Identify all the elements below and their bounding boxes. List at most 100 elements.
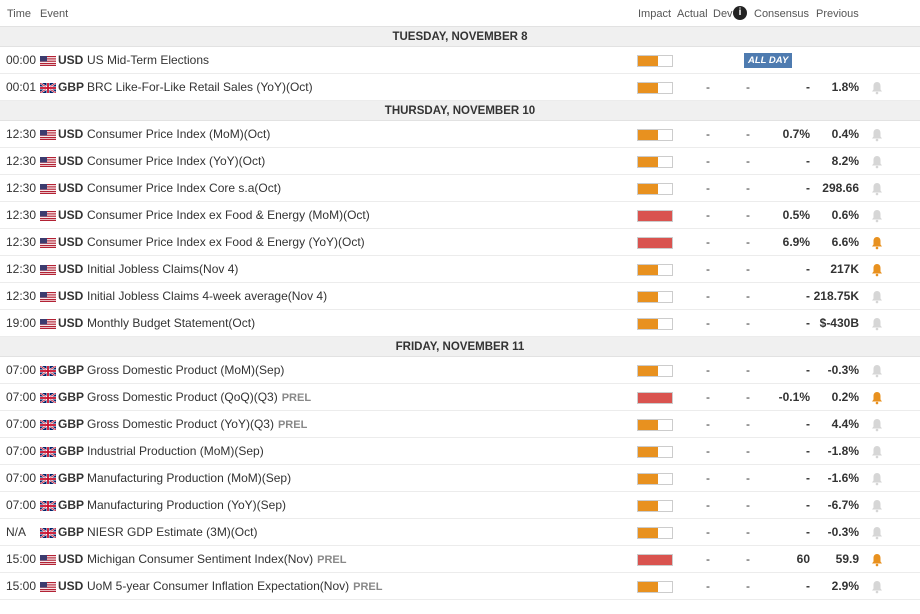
- bell-icon[interactable]: [869, 127, 885, 143]
- dev-value: -: [746, 525, 750, 539]
- table-row[interactable]: 07:00 GBP Industrial Production (MoM)(Sep)…: [0, 438, 920, 465]
- bell-icon[interactable]: [869, 316, 885, 332]
- table-row[interactable]: 07:00 GBP Manufacturing Production (YoY)(S…: [0, 492, 920, 519]
- event-name[interactable]: Gross Domestic Product (MoM)(Sep): [87, 357, 284, 384]
- table-row[interactable]: 12:30 USD Consumer Price Index ex Food & E…: [0, 229, 920, 256]
- event-name[interactable]: Initial Jobless Claims 4-week average(No…: [87, 283, 327, 310]
- column-header-previous[interactable]: Previous: [816, 8, 859, 20]
- table-row[interactable]: 12:30 USD Consumer Price Index (MoM)(Oct) -…: [0, 121, 920, 148]
- table-row[interactable]: 15:00 USD Michigan Consumer Sentiment Inde…: [0, 546, 920, 573]
- bell-icon[interactable]: [869, 181, 885, 197]
- bell-icon[interactable]: [869, 444, 885, 460]
- info-icon[interactable]: i: [733, 6, 747, 20]
- bell-icon[interactable]: [869, 417, 885, 433]
- bell-icon[interactable]: [869, 390, 885, 406]
- event-name[interactable]: UoM 5-year Consumer Inflation Expectatio…: [87, 573, 382, 601]
- event-name[interactable]: Michigan Consumer Sentiment Index(Nov) PR…: [87, 546, 346, 574]
- event-title[interactable]: Michigan Consumer Sentiment Index(Nov): [87, 552, 314, 566]
- event-name[interactable]: NIESR GDP Estimate (3M)(Oct): [87, 519, 257, 546]
- table-row[interactable]: 00:00 USD US Mid-Term Elections ALL DAY: [0, 47, 920, 74]
- table-row[interactable]: 12:30 USD Consumer Price Index ex Food & E…: [0, 202, 920, 229]
- event-title[interactable]: Industrial Production (MoM)(Sep): [87, 444, 264, 458]
- event-name[interactable]: Consumer Price Index ex Food & Energy (M…: [87, 202, 370, 229]
- event-name[interactable]: Manufacturing Production (MoM)(Sep): [87, 465, 291, 492]
- event-name[interactable]: Monthly Budget Statement(Oct): [87, 310, 255, 337]
- event-title[interactable]: Consumer Price Index (MoM)(Oct): [87, 127, 271, 141]
- event-time: 07:00: [6, 390, 37, 404]
- consensus-value: 60: [796, 552, 810, 566]
- bell-icon[interactable]: [869, 552, 885, 568]
- us-flag-icon: [40, 56, 56, 66]
- table-row[interactable]: 12:30 USD Consumer Price Index Core s.a(Oc…: [0, 175, 920, 202]
- table-row[interactable]: 07:00 GBP Gross Domestic Product (QoQ)(Q3)…: [0, 384, 920, 411]
- event-name[interactable]: Consumer Price Index (YoY)(Oct): [87, 148, 265, 175]
- consensus-value: -: [806, 80, 810, 94]
- column-header-dev[interactable]: Dev: [713, 8, 733, 20]
- table-row[interactable]: 15:00 USD UoM 5-year Consumer Inflation Ex…: [0, 573, 920, 600]
- event-name[interactable]: Gross Domestic Product (QoQ)(Q3) PREL: [87, 384, 311, 412]
- column-header-time[interactable]: Time: [7, 8, 32, 20]
- actual-value: -: [706, 363, 710, 377]
- event-title[interactable]: Manufacturing Production (MoM)(Sep): [87, 471, 292, 485]
- event-name[interactable]: BRC Like-For-Like Retail Sales (YoY)(Oct…: [87, 74, 313, 101]
- table-header: Time Event Impact Actual Dev i Consensus…: [0, 0, 920, 27]
- event-name[interactable]: Initial Jobless Claims(Nov 4): [87, 256, 238, 283]
- bell-icon[interactable]: [869, 80, 885, 96]
- table-row[interactable]: 07:00 GBP Manufacturing Production (MoM)(S…: [0, 465, 920, 492]
- event-name[interactable]: Consumer Price Index ex Food & Energy (Y…: [87, 229, 365, 256]
- table-row[interactable]: 12:30 USD Initial Jobless Claims(Nov 4) - - -…: [0, 256, 920, 283]
- event-title[interactable]: Consumer Price Index (YoY)(Oct): [87, 154, 266, 168]
- bell-icon[interactable]: [869, 471, 885, 487]
- event-title[interactable]: Consumer Price Index Core s.a(Oct): [87, 181, 282, 195]
- event-name[interactable]: Gross Domestic Product (YoY)(Q3) PREL: [87, 411, 307, 439]
- consensus-value: 6.9%: [782, 235, 810, 249]
- currency-code: USD: [58, 316, 84, 330]
- impact-bar-fill: [638, 501, 659, 511]
- event-title[interactable]: NIESR GDP Estimate (3M)(Oct): [87, 525, 258, 539]
- table-row[interactable]: 00:01 GBP BRC Like-For-Like Retail Sales (…: [0, 74, 920, 101]
- event-title[interactable]: Consumer Price Index ex Food & Energy (M…: [87, 208, 370, 222]
- event-time: 12:30: [6, 262, 37, 276]
- event-title[interactable]: Initial Jobless Claims 4-week average(No…: [87, 289, 328, 303]
- column-header-impact[interactable]: Impact: [638, 8, 672, 20]
- column-header-consensus[interactable]: Consensus: [754, 8, 810, 20]
- event-name[interactable]: US Mid-Term Elections: [87, 47, 209, 74]
- event-title[interactable]: UoM 5-year Consumer Inflation Expectatio…: [87, 579, 350, 593]
- table-row[interactable]: 19:00 USD Monthly Budget Statement(Oct) - - -…: [0, 310, 920, 337]
- actual-value: -: [706, 579, 710, 593]
- table-row[interactable]: N/A GBP NIESR GDP Estimate (3M)(Oct) - - - -0.…: [0, 519, 920, 546]
- bell-icon[interactable]: [869, 262, 885, 278]
- bell-icon[interactable]: [869, 235, 885, 251]
- column-header-event[interactable]: Event: [40, 8, 69, 20]
- currency-code: GBP: [58, 363, 85, 377]
- bell-icon[interactable]: [869, 579, 885, 595]
- event-name[interactable]: Consumer Price Index (MoM)(Oct): [87, 121, 270, 148]
- table-row[interactable]: 07:00 GBP Gross Domestic Product (YoY)(Q3)…: [0, 411, 920, 438]
- event-title[interactable]: Monthly Budget Statement(Oct): [87, 316, 256, 330]
- bell-icon[interactable]: [869, 498, 885, 514]
- bell-icon[interactable]: [869, 289, 885, 305]
- table-row[interactable]: 12:30 USD Consumer Price Index (YoY)(Oct) -…: [0, 148, 920, 175]
- bell-icon[interactable]: [869, 208, 885, 224]
- table-row[interactable]: 07:00 GBP Gross Domestic Product (MoM)(Sep…: [0, 357, 920, 384]
- event-title[interactable]: Initial Jobless Claims(Nov 4): [87, 262, 239, 276]
- column-header-actual[interactable]: Actual: [677, 8, 708, 20]
- event-name[interactable]: Manufacturing Production (YoY)(Sep): [87, 492, 286, 519]
- event-title[interactable]: Manufacturing Production (YoY)(Sep): [87, 498, 286, 512]
- event-title[interactable]: Gross Domestic Product (QoQ)(Q3): [87, 390, 278, 404]
- event-title[interactable]: Consumer Price Index ex Food & Energy (Y…: [87, 235, 365, 249]
- previous-value: $-430B: [819, 316, 859, 330]
- previous-value: 298.66: [822, 181, 859, 195]
- event-name[interactable]: Consumer Price Index Core s.a(Oct): [87, 175, 281, 202]
- bell-icon[interactable]: [869, 154, 885, 170]
- event-name[interactable]: Industrial Production (MoM)(Sep): [87, 438, 264, 465]
- table-row[interactable]: 12:30 USD Initial Jobless Claims 4-week av…: [0, 283, 920, 310]
- bell-icon[interactable]: [869, 525, 885, 541]
- event-title[interactable]: Gross Domestic Product (YoY)(Q3): [87, 417, 274, 431]
- bell-icon[interactable]: [869, 363, 885, 379]
- event-title[interactable]: Gross Domestic Product (MoM)(Sep): [87, 363, 285, 377]
- dev-value: -: [746, 471, 750, 485]
- event-title[interactable]: US Mid-Term Elections: [87, 53, 210, 67]
- actual-value: -: [706, 417, 710, 431]
- event-title[interactable]: BRC Like-For-Like Retail Sales (YoY)(Oct…: [87, 80, 313, 94]
